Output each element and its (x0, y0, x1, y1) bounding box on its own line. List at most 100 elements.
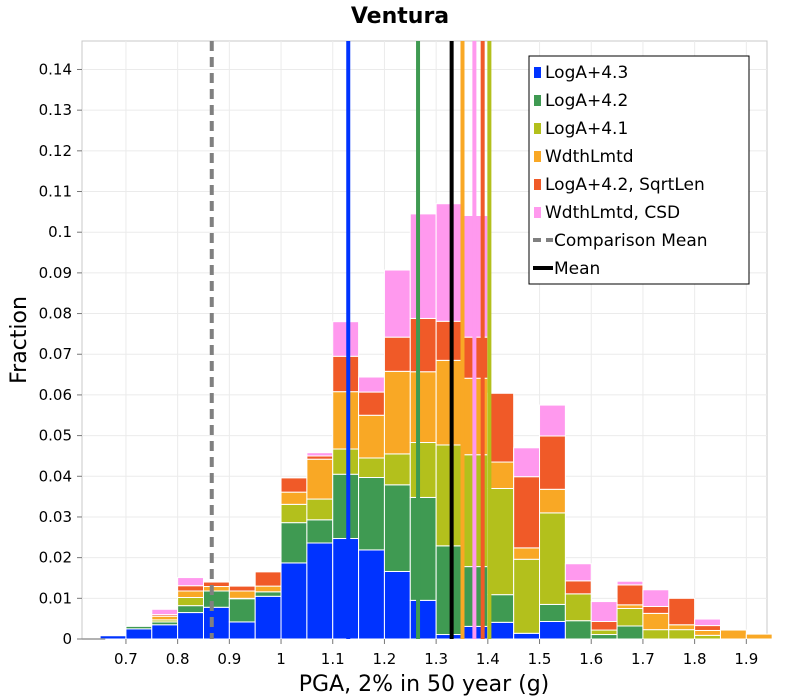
bar-segment (177, 585, 204, 592)
bar-segment (409, 213, 437, 319)
bar-segment (306, 519, 334, 544)
bar-segment (668, 629, 696, 640)
bar-segment (358, 414, 385, 459)
legend-swatch (534, 123, 541, 134)
legend-label: LogA+4.2 (545, 91, 628, 111)
bar-segment (202, 586, 230, 592)
bar-segment (564, 580, 592, 595)
bar-segment (409, 442, 437, 498)
bar-segment (487, 594, 515, 623)
bar-segment (590, 634, 618, 640)
y-tick-label: 0.09 (39, 264, 72, 282)
bar-segment (719, 629, 747, 640)
bar-segment (306, 498, 334, 521)
bar-segment (539, 603, 566, 623)
x-axis-label: PGA, 2% in 50 year (g) (299, 672, 550, 697)
legend: LogA+4.3 LogA+4.2 LogA+4.1 WdthLmtd LogA+4.2… (528, 55, 750, 285)
y-tick-label: 0.12 (39, 142, 72, 160)
bar-segment (694, 618, 721, 627)
bar-segment (409, 317, 437, 373)
bar-segment (616, 607, 644, 627)
y-tick-label: 0 (62, 630, 72, 648)
bar-segment (513, 632, 541, 640)
bar-segment (306, 542, 334, 640)
y-tick-label: 0.04 (39, 467, 72, 485)
bar-segment (383, 570, 411, 640)
bar-segment (358, 457, 385, 478)
bar-segment (642, 589, 670, 607)
bar-segment (513, 558, 541, 634)
bar-segment (539, 404, 566, 437)
bar-segment (694, 625, 721, 631)
bar-segment (694, 634, 721, 640)
bar-segment (487, 621, 515, 640)
bar-segment (694, 629, 721, 636)
y-tick-label: 0.07 (39, 345, 72, 363)
legend-label: Comparison Mean (554, 231, 708, 251)
bar-segment (177, 605, 204, 614)
bar-segment (358, 376, 385, 393)
bar-segment (487, 392, 515, 463)
bar-segment (177, 577, 204, 587)
bar-segment (228, 598, 256, 623)
y-tick-label: 0.11 (39, 183, 72, 201)
bar-segment (306, 452, 334, 457)
x-tick-label: 1.7 (631, 650, 655, 668)
bar-segment (409, 371, 437, 444)
y-tick-label: 0.01 (39, 589, 72, 607)
x-tick-label: 1.6 (579, 650, 603, 668)
bar-segment (202, 606, 230, 640)
bar-segment (358, 476, 385, 551)
x-tick-label: 1.4 (476, 650, 500, 668)
bar-segment (383, 370, 411, 455)
bar-segment (151, 624, 179, 640)
bar-segment (177, 597, 204, 607)
bar-segment (539, 512, 566, 605)
bar-segment (513, 447, 541, 478)
bar-segment (358, 549, 385, 640)
bar-segment (409, 599, 437, 640)
bar-segment (228, 621, 256, 640)
bar-segment (332, 473, 360, 540)
x-tick-label: 1.3 (424, 650, 448, 668)
x-tick-label: 1.8 (683, 650, 707, 668)
bar-segment (616, 625, 644, 640)
x-tick-label: 0.7 (114, 650, 138, 668)
bar-segment (616, 584, 644, 606)
bar-segment (254, 591, 282, 597)
legend-box (528, 55, 750, 285)
x-tick-label: 1 (276, 650, 286, 668)
bar-segment (409, 496, 437, 601)
y-tick-label: 0.1 (48, 223, 72, 241)
bar-segment (435, 545, 463, 636)
legend-swatch (534, 95, 541, 106)
bar-segment (332, 355, 360, 393)
x-tick-label: 0.9 (217, 650, 241, 668)
y-tick-label: 0.13 (39, 101, 72, 119)
legend-label: LogA+4.2, SqrtLen (545, 175, 705, 195)
bar-segment (177, 612, 204, 640)
y-axis-label: Fraction (7, 296, 32, 384)
bar-segment (539, 621, 566, 640)
bar-segment (280, 522, 308, 564)
y-tick-label: 0.14 (39, 60, 72, 78)
bar-segment (590, 621, 618, 631)
bar-segment (383, 336, 411, 372)
bar-segment (280, 491, 308, 505)
bar-segment (513, 547, 541, 560)
bar-segment (745, 633, 773, 640)
bar-segment (564, 593, 592, 622)
legend-label: WdthLmtd (545, 147, 634, 167)
bar-segment (332, 321, 360, 357)
x-tick-label: 1.9 (734, 650, 758, 668)
legend-label: LogA+4.1 (545, 119, 628, 139)
bar-segment (332, 448, 360, 475)
bar-segment (228, 585, 256, 592)
bar-segment (564, 620, 592, 640)
legend-swatch (534, 151, 541, 162)
bar-segment (487, 487, 515, 596)
bar-segment (590, 629, 618, 636)
x-tick-label: 1.5 (528, 650, 552, 668)
bar-segment (332, 538, 360, 640)
bar-segment (358, 391, 385, 416)
